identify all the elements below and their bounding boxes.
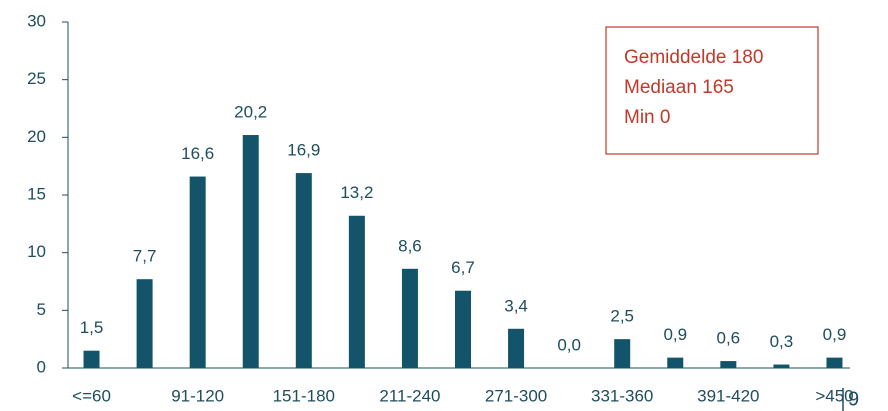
bar [667, 357, 684, 368]
value-label: 8,6 [398, 236, 422, 255]
bar [295, 173, 312, 368]
x-tick-label: <=60 [72, 386, 111, 405]
y-tick-label: 30 [27, 11, 46, 30]
bar [720, 361, 737, 368]
bar [401, 268, 418, 368]
value-label: 1,5 [80, 318, 104, 337]
value-label: 13,2 [340, 183, 373, 202]
annotation: Mediaan 165 [624, 77, 734, 98]
value-label: 0,0 [557, 335, 581, 354]
bar [614, 339, 631, 368]
value-label: 6,7 [451, 258, 475, 277]
value-label: 16,9 [287, 141, 320, 160]
y-tick-label: 10 [27, 242, 46, 261]
y-tick-label: 25 [27, 69, 46, 88]
value-label: 0,6 [717, 329, 741, 348]
value-label: 2,5 [610, 307, 634, 326]
value-label: 0,9 [663, 325, 687, 344]
bar [455, 290, 471, 368]
bar [136, 279, 153, 368]
bar [508, 328, 525, 368]
value-label: 16,6 [181, 144, 214, 163]
page-number: 9 [848, 388, 859, 410]
value-label: 3,4 [504, 296, 528, 315]
bar [773, 364, 790, 368]
y-tick-label: 0 [37, 357, 46, 376]
value-label: 7,7 [133, 247, 157, 266]
x-tick-label: 391-420 [697, 386, 759, 405]
bar [189, 176, 206, 368]
x-tick-label: >450 [815, 386, 853, 405]
annotation-box [605, 26, 819, 155]
y-tick-label: 5 [37, 300, 46, 319]
x-tick-label: 91-120 [171, 386, 224, 405]
y-tick-label: 15 [27, 184, 46, 203]
bar [348, 215, 365, 368]
value-label: 0,3 [770, 332, 794, 351]
value-label: 0,9 [823, 325, 847, 344]
bar [242, 135, 259, 368]
bar [826, 357, 843, 368]
annotation: Gemiddelde 180 [624, 47, 763, 68]
annotation: Min 0 [624, 107, 670, 128]
x-tick-label: 211-240 [379, 386, 440, 405]
y-tick-label: 20 [27, 127, 46, 146]
value-label: 20,2 [234, 103, 267, 122]
x-tick-label: 271-300 [485, 386, 547, 405]
bar [83, 350, 100, 368]
x-tick-label: 151-180 [273, 386, 335, 405]
x-tick-label: 331-360 [591, 386, 653, 405]
